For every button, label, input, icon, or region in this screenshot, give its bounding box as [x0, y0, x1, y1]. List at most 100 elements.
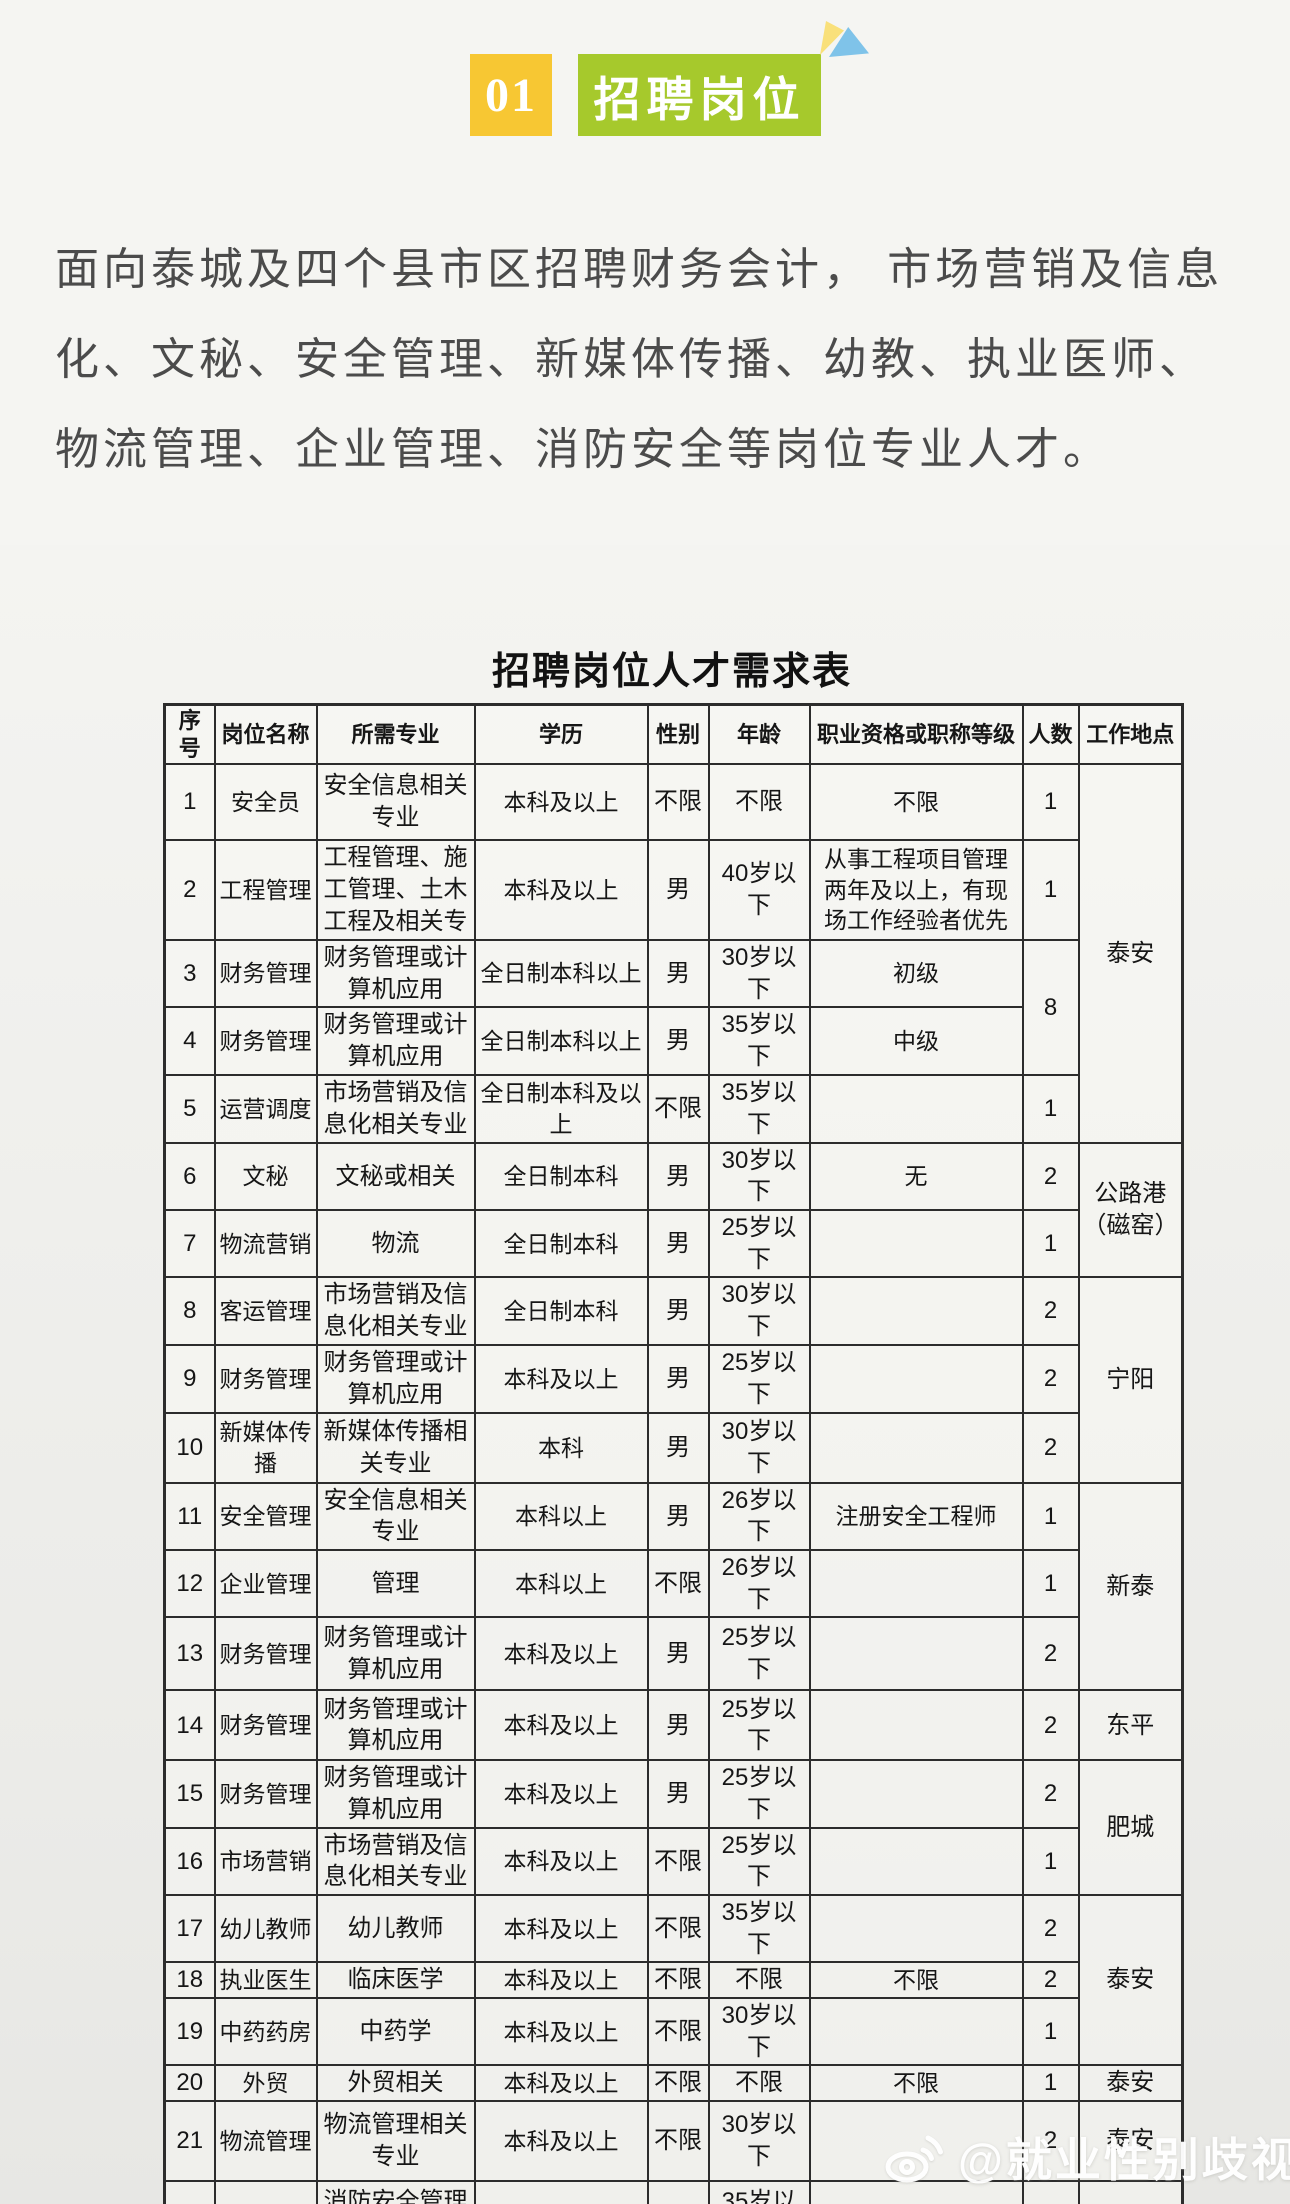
cell-qualification [808, 1276, 1024, 1346]
cell-education: 本科以上 [473, 1481, 649, 1552]
cell-qualification [808, 1073, 1024, 1144]
cell-age: 30岁以下 [707, 2100, 811, 2183]
cell-location: 泰安 [1077, 2180, 1184, 2204]
watermark: @就业性别歧视煎茶队 [882, 2124, 1290, 2190]
cell-location: 泰安 [1077, 763, 1184, 1144]
table-row: 20 外贸 外贸相关 本科及以上 不限 不限 不限 1 泰安 [163, 2064, 1184, 2103]
cell-headcount: 1 [1021, 1209, 1080, 1279]
cell-qualification: 不限 [808, 763, 1024, 841]
cell-gender: 男 [646, 1759, 710, 1829]
cell-headcount: 1 [1021, 1997, 1080, 2067]
cell-gender: 不限 [646, 1073, 710, 1144]
weibo-icon [885, 2135, 943, 2183]
cell-qualification: 中级 [808, 1006, 1024, 1076]
table-row: 10 新媒体传播 新媒体传播相关专业 本科男 30岁以下 2 [163, 1411, 1183, 1484]
cell-headcount: 2 [1021, 1759, 1080, 1829]
section-number: 01 [485, 68, 537, 122]
cell-major: 消防安全管理相关专业 [315, 2180, 476, 2204]
cell-location: 宁阳 [1077, 1276, 1184, 1484]
cell-gender: 男 [646, 1276, 710, 1346]
cell-education: 本科及以上 [473, 2064, 649, 2103]
cell-education: 本科及以上 [473, 1894, 649, 1964]
cell-position: 安全管理 [213, 1481, 318, 1552]
cell-no: 18 [163, 1961, 216, 2000]
cell-position: 财务管理 [213, 1343, 318, 1414]
cell-qualification [808, 1894, 1024, 1964]
cell-gender: 男 [646, 1616, 710, 1692]
cell-no: 11 [163, 1481, 216, 1552]
column-header-location: 工作地点 [1077, 703, 1184, 765]
cell-qualification: 不限 [808, 1961, 1024, 2000]
cell-headcount: 2 [1021, 1689, 1080, 1762]
cell-position: 幼儿教师 [213, 1894, 318, 1964]
cell-headcount: 8 [1021, 939, 1080, 1076]
cell-no: 7 [163, 1209, 216, 1279]
column-header-age: 年龄 [707, 703, 811, 765]
cell-age: 30岁以下 [707, 1276, 811, 1346]
cell-major: 物流 [315, 1209, 476, 1279]
cell-headcount: 1 [1021, 1481, 1080, 1552]
table-row: 4 财务管理 财务管理或计算机应用 全日制本科以上男 35岁以下 中级 [163, 1006, 1183, 1076]
cell-education: 本科及以上 [473, 1759, 649, 1829]
table-row: 13 财务管理 财务管理或计算机应用 本科及以上男 25岁以下 2 [163, 1616, 1183, 1692]
cell-qualification: 初级 [808, 938, 1024, 1009]
cell-position: 外贸 [213, 2064, 318, 2103]
cell-age: 25岁以下 [707, 1343, 811, 1414]
cell-headcount: 1 [1021, 2180, 1080, 2204]
cell-age: 35岁以下 [707, 1006, 811, 1076]
cell-gender: 不限 [646, 1894, 710, 1964]
cell-education: 全日制本科 [473, 1141, 649, 1212]
cell-major: 中药学 [315, 1997, 476, 2067]
cell-no: 14 [163, 1689, 216, 1762]
cell-major: 物流管理相关专业 [315, 2100, 476, 2183]
cell-major: 财务管理或计算机应用 [315, 938, 476, 1009]
cell-major: 市场营销及信息化相关专业 [315, 1276, 476, 1346]
table-row: 15 财务管理 财务管理或计算机应用 本科及以上男 25岁以下 2 肥城 [163, 1759, 1184, 1897]
cell-qualification [808, 1209, 1024, 1279]
cell-position: 安全员 [213, 763, 318, 841]
cell-location: 新泰 [1077, 1481, 1184, 1692]
cell-major: 安全信息相关专业 [315, 1481, 476, 1552]
cell-gender: 男 [646, 1481, 710, 1552]
cell-qualification: 注册安全工程师 [808, 1481, 1024, 1552]
table-row: 18 执业医生 临床医学 本科及以上 不限 不限 不限 2 [163, 1961, 1183, 2000]
cell-gender: 不限 [646, 1549, 710, 1619]
cell-location: 泰安 [1077, 2100, 1184, 2183]
column-header-no: 序号 [163, 703, 216, 765]
cell-gender: 不限 [646, 2100, 710, 2183]
cell-no: 1 [163, 763, 216, 841]
intro-paragraph: 面向泰城及四个县市区招聘财务会计， 市场营销及信息 化、文秘、安全管理、新媒体传… [55, 225, 1255, 495]
cell-qualification [808, 1616, 1024, 1692]
cell-age: 35岁以下 [707, 1894, 811, 1964]
cell-position: 消防安全 [213, 2180, 318, 2204]
cell-education: 本科及以上 [473, 1961, 649, 2000]
recruitment-table: 序号 岗位名称 所需专业 学历 性别 年龄 职业资格或职称等级 人数 工作地点 1 安全员 安全信息… [163, 703, 1184, 2204]
cell-age: 30岁以下 [707, 1141, 811, 1212]
intro-line: 面向泰城及四个县市区招聘财务会计， 市场营销及信息 [55, 245, 1224, 294]
cell-no: 17 [163, 1894, 216, 1964]
cell-age: 不限 [707, 1961, 811, 2000]
cell-position: 物流营销 [213, 1209, 318, 1279]
cell-gender: 男 [646, 1343, 710, 1414]
cell-no: 6 [163, 1141, 216, 1212]
cell-major: 外贸相关 [315, 2064, 476, 2103]
cell-age: 30岁以下 [707, 938, 811, 1009]
cell-age: 不限 [707, 763, 811, 841]
cell-position: 财务管理 [213, 938, 318, 1009]
cell-position: 新媒体传播 [213, 1411, 318, 1484]
cell-no: 13 [163, 1616, 216, 1692]
cell-position: 财务管理 [213, 1759, 318, 1829]
cell-position: 市场营销 [213, 1826, 318, 1897]
cell-education: 全日制本科 [473, 1209, 649, 1279]
table-row: 9 财务管理 财务管理或计算机应用 本科及以上男 25岁以下 2 [163, 1343, 1183, 1414]
cell-qualification [808, 1826, 1024, 1897]
cell-headcount: 2 [1021, 1343, 1080, 1414]
cell-headcount: 1 [1021, 1549, 1080, 1619]
table-row: 21 物流管理 物流管理相关专业 本科及以上 不限 30岁以下 2 泰安 [163, 2100, 1184, 2183]
cell-headcount: 2 [1021, 1616, 1080, 1692]
section-title: 招聘岗位 [593, 72, 806, 126]
cell-age: 26岁以下 [707, 1481, 811, 1552]
table-title: 招聘岗位人才需求表 [491, 651, 852, 693]
cell-age: 30岁以下 [707, 1411, 811, 1484]
cell-position: 企业管理 [213, 1549, 318, 1619]
